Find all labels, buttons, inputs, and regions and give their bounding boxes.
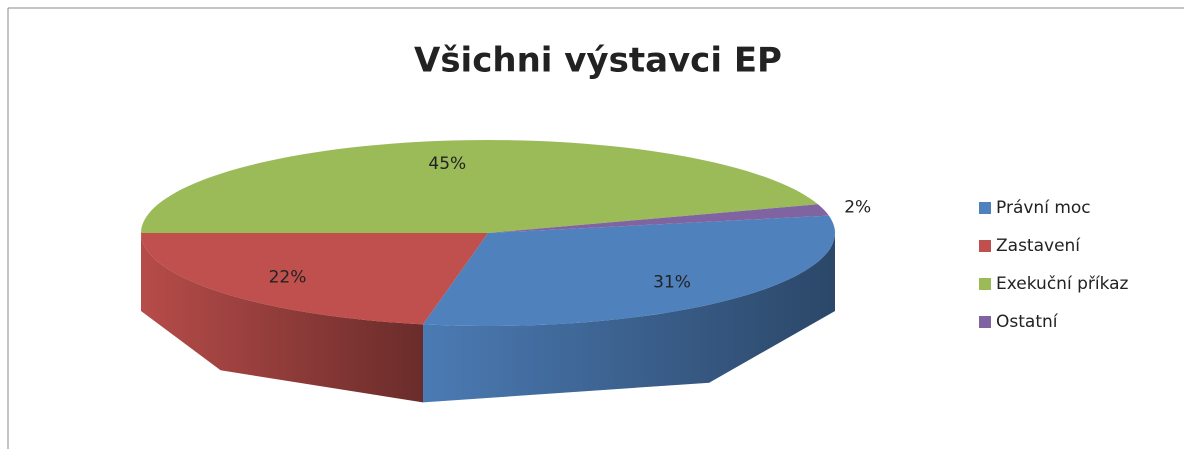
slice-side-shade [141,233,423,403]
data-label: 2% [844,198,871,218]
data-label: 45% [428,154,466,174]
data-label: 31% [653,272,691,292]
slice-side-shade [423,233,835,403]
legend-swatch [979,316,991,328]
chart-title: Všichni výstavci EP [414,41,782,81]
slice [141,140,818,233]
slice [488,204,829,233]
legend-label: Zastavení [996,236,1081,256]
legend-swatch [979,278,991,290]
legend-label: Ostatní [996,312,1059,332]
slice [423,215,835,326]
legend-label: Právní moc [996,198,1091,218]
legend-label: Exekuční příkaz [996,274,1129,294]
legend-swatch [979,202,991,214]
legend-swatch [979,240,991,252]
slice [141,233,488,325]
data-label: 22% [269,267,307,287]
